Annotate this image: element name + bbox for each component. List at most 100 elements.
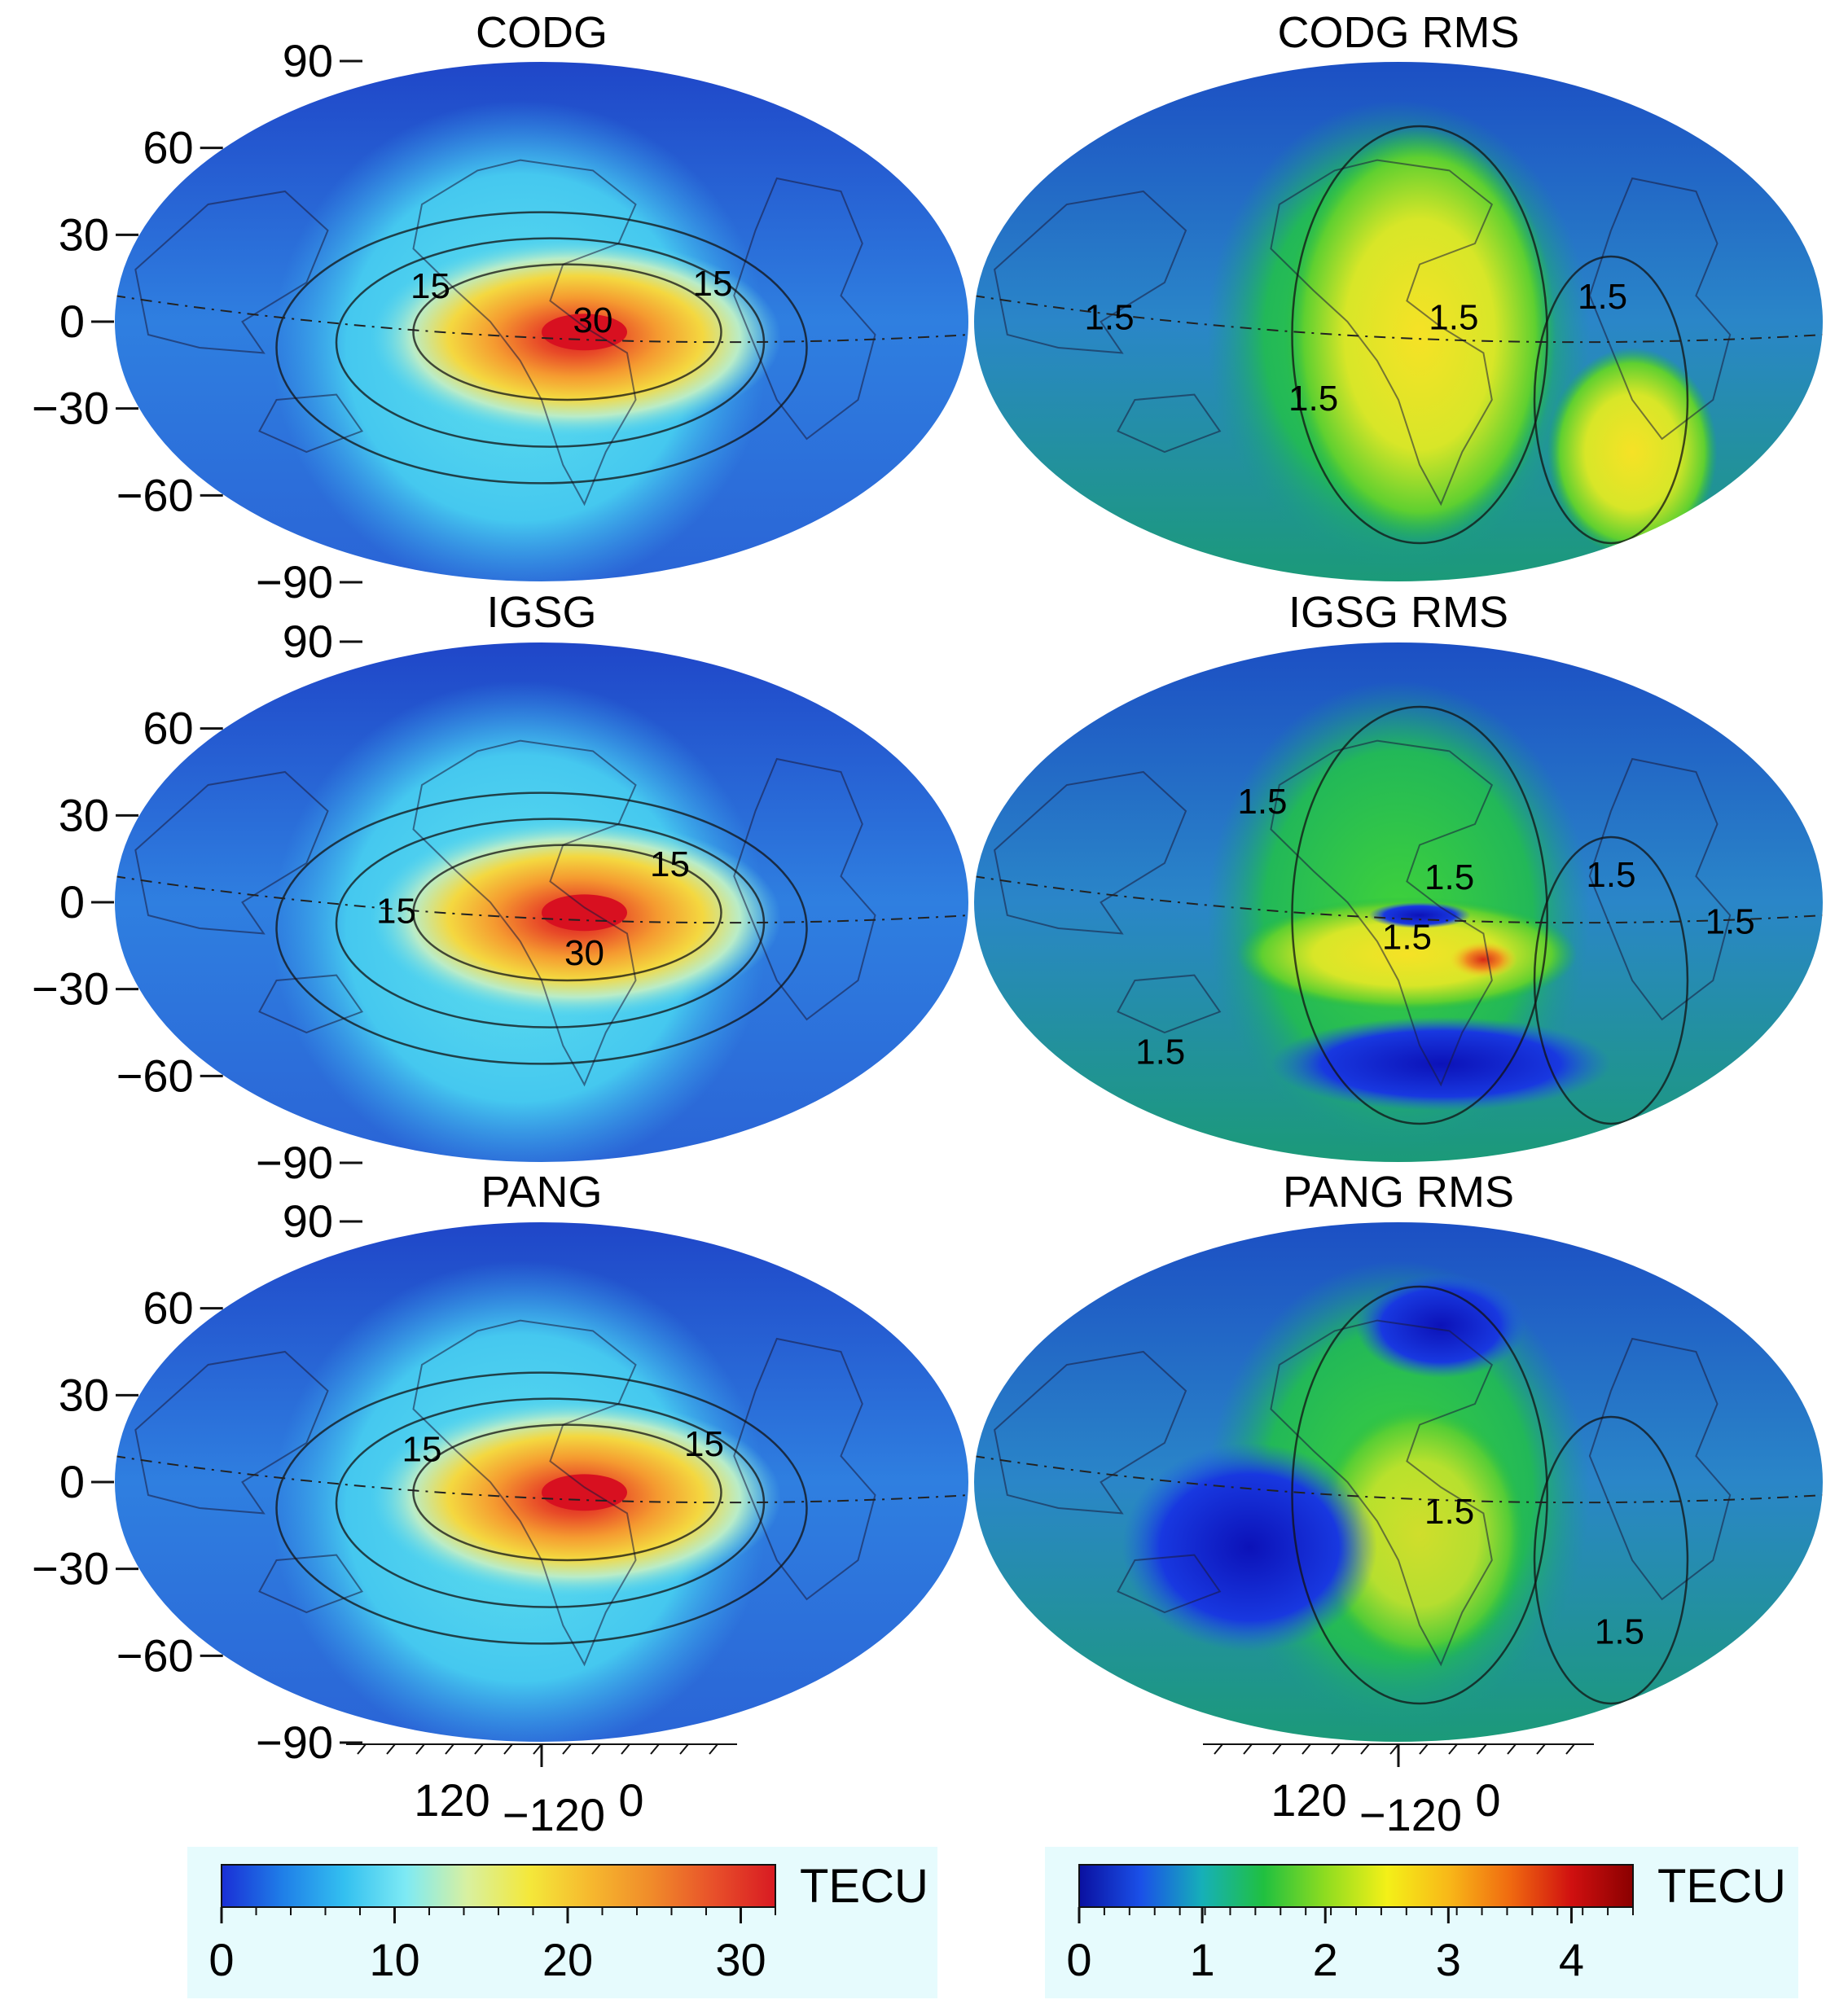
map-field-codg-rms [973, 61, 1824, 582]
coastline [412, 159, 637, 506]
colorbar-tec: TECU 0 10 20 30 [187, 1847, 937, 1998]
contour-line [1533, 835, 1689, 1125]
longitude-tick [621, 1743, 630, 1755]
colorbar-tick-label: 0 [1066, 1934, 1091, 1985]
latitude-label: 90 [283, 35, 333, 86]
dip-equator [973, 1455, 1824, 1504]
longitude-axis: 120 −120 0 [1203, 1743, 1594, 1840]
latitude-label: 60 [143, 122, 193, 173]
colorbar-unit: TECU [800, 1860, 928, 1913]
tec-peak [542, 314, 627, 351]
longitude-tick [1507, 1743, 1517, 1755]
coastline [994, 1350, 1187, 1515]
longitude-tick [1389, 1743, 1399, 1755]
rms-low-region [1122, 1443, 1377, 1651]
rms-low-region [1271, 1016, 1611, 1111]
contour-line [275, 1371, 808, 1645]
coastline [134, 1350, 329, 1515]
dip-equator [973, 875, 1824, 924]
longitude-tick [386, 1743, 396, 1755]
latitude-axis: 90 60 30 0 −30−60 −90 [32, 1195, 362, 1768]
rms-high-region [1236, 897, 1578, 1012]
map-field-igsg [114, 642, 969, 1163]
latitude-label: −60 [116, 1629, 194, 1681]
contour-line [1533, 255, 1689, 545]
contour-line [1291, 1285, 1548, 1705]
longitude-tick [591, 1743, 601, 1755]
contour-label: 30 [573, 300, 613, 340]
rms-high-region [1284, 126, 1556, 543]
map-field-codg [114, 61, 969, 582]
latitude-label: −30 [32, 383, 109, 434]
longitude-label: 0 [1475, 1774, 1500, 1826]
dip-equator [114, 295, 969, 344]
longitude-tick [1536, 1743, 1546, 1755]
contour-label: 1.5 [1135, 1032, 1185, 1072]
rms-high-region-east [1547, 348, 1718, 556]
map-border [972, 60, 1824, 583]
latitude-label: −30 [32, 963, 109, 1015]
panels-layer: CODG 15 30 15 CODG RMS 1.5 1.5 1.5 1.5 IGSG 15 15 30… [113, 8, 1824, 1743]
longitude-label: 120 [1271, 1774, 1346, 1826]
map-field-igsg-rms [973, 642, 1824, 1163]
colorbar-tick-label: 3 [1436, 1934, 1461, 1985]
coastline [733, 177, 876, 441]
latitude-label: 0 [59, 876, 85, 927]
latitude-label: 30 [59, 208, 109, 260]
contour-label: 1.5 [1237, 782, 1287, 822]
contour-label: 1.5 [1288, 379, 1338, 419]
coastline [1117, 974, 1222, 1034]
coastline [1270, 1319, 1494, 1667]
longitude-tick [562, 1743, 572, 1755]
colorbar-gradient [1078, 1864, 1634, 1908]
longitude-tick [1419, 1743, 1429, 1755]
panel-title: IGSG [486, 588, 596, 637]
panel-title: IGSG RMS [1288, 588, 1508, 637]
coastline [258, 974, 364, 1034]
coastline [1270, 159, 1494, 506]
coastline [134, 190, 329, 354]
longitude-tick [1272, 1743, 1282, 1755]
latitude-axis: 90 60 30 0 −30−60 −90 [32, 616, 362, 1188]
longitude-tick [679, 1743, 689, 1755]
coastline [994, 190, 1187, 354]
latitude-label: −60 [116, 1050, 194, 1101]
panel-title: PANG RMS [1283, 1168, 1514, 1217]
tec-peak [542, 894, 627, 932]
colorbar-tick-label: 0 [209, 1934, 234, 1985]
longitude-tick [1243, 1743, 1253, 1755]
panel-title: PANG [481, 1168, 602, 1217]
colorbar-tick-label: 4 [1559, 1934, 1584, 1985]
contour-label: 1.5 [1595, 1612, 1644, 1651]
map-panel-codg-rms: CODG RMS 1.5 1.5 1.5 1.5 [972, 8, 1824, 583]
contour-line [1533, 1415, 1689, 1705]
colorbar-tick-label: 1 [1190, 1934, 1215, 1985]
coastline [134, 770, 329, 935]
contour-label: 1.5 [1705, 901, 1755, 941]
coastline [1117, 1554, 1222, 1614]
latitude-label: 0 [59, 1456, 85, 1507]
colorbar-rms: TECU 0 1 2 3 4 [1045, 1847, 1798, 1998]
longitude-tick [1214, 1743, 1223, 1755]
longitude-tick [474, 1743, 484, 1755]
coastline [412, 1319, 637, 1667]
longitude-tick [415, 1743, 425, 1755]
longitude-tick [1360, 1743, 1370, 1755]
longitude-tick [533, 1743, 542, 1755]
tec-peak [542, 1474, 627, 1511]
coastline [1117, 393, 1222, 454]
rms-peak [1449, 941, 1518, 978]
contour-line [275, 211, 808, 485]
latitude-label: −60 [116, 469, 194, 520]
map-border [972, 1221, 1824, 1743]
map-panel-igsg: IGSG 15 15 30 [113, 588, 970, 1164]
dip-equator [114, 1455, 969, 1504]
contour-label: 1.5 [1382, 918, 1432, 958]
contour-label: 15 [650, 844, 690, 884]
contour-label: 15 [410, 266, 450, 306]
contour-label: 1.5 [1578, 277, 1627, 317]
longitude-tick [1477, 1743, 1487, 1755]
colorbar-unit: TECU [1657, 1860, 1786, 1913]
latitude-label: 60 [143, 703, 193, 754]
